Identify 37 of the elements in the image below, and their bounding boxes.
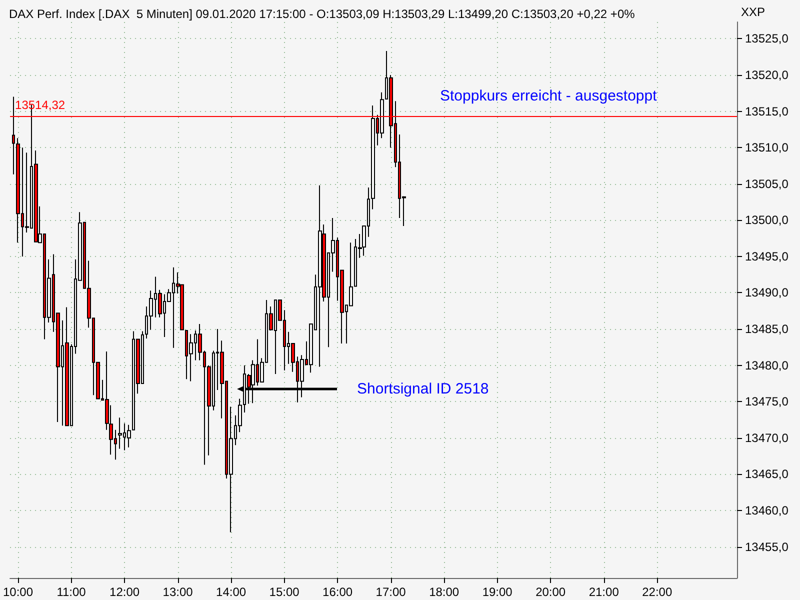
x-tick-label: 13:00 — [162, 585, 194, 599]
y-tick-label: 13520,0 — [745, 68, 789, 82]
x-tick-label: 11:00 — [56, 585, 86, 599]
y-tick-label: 13475,0 — [745, 394, 789, 409]
y-axis-title: XXP — [741, 5, 766, 19]
x-tick-label: 12:00 — [110, 585, 140, 599]
y-tick-label: 13500,0 — [745, 213, 789, 228]
candlestick — [189, 334, 193, 382]
chart-title: DAX Perf. Index [.DAX 5 Minuten] 09.01.2020 17:15:00 - O:13503,09 H:13503,29 L:13499,20 C:13503,20 +0,22 +0% — [9, 7, 636, 21]
x-tick-label: 10:00 — [3, 585, 34, 599]
y-tick-label: 13510,0 — [745, 140, 789, 155]
candlestick — [318, 184, 322, 368]
x-tick-label: 16:00 — [322, 585, 353, 599]
candlestick — [118, 417, 122, 450]
y-tick-label: 13515,0 — [745, 104, 789, 118]
x-tick-label: 14:00 — [216, 585, 246, 599]
y-tick-label: 13495,0 — [745, 249, 789, 264]
candlestick — [65, 306, 69, 426]
x-tick-label: 19:00 — [482, 585, 513, 599]
y-tick-label: 13490,0 — [745, 286, 789, 300]
y-tick-label: 13525,0 — [745, 32, 789, 46]
x-tick-label: 22:00 — [642, 585, 672, 599]
ref-line-label: 13514,32 — [15, 98, 66, 112]
annotation: Shortsignal ID 2518 — [357, 380, 489, 398]
y-tick-label: 13460,0 — [745, 503, 789, 518]
x-tick-label: 20:00 — [536, 585, 566, 599]
x-tick-label: 17:00 — [376, 585, 406, 599]
annotation: Stoppkurs erreicht - ausgestoppt — [440, 88, 658, 104]
y-tick-label: 13470,0 — [745, 430, 789, 445]
x-tick-label: 21:00 — [588, 585, 620, 599]
y-tick-label: 13480,0 — [745, 358, 789, 372]
y-tick-label: 13485,0 — [745, 322, 789, 336]
y-tick-label: 13455,0 — [745, 540, 789, 554]
x-tick-label: 18:00 — [429, 585, 460, 599]
y-tick-label: 13465,0 — [745, 467, 789, 482]
x-tick-label: 15:00 — [269, 585, 300, 599]
y-tick-label: 13505,0 — [745, 176, 789, 191]
